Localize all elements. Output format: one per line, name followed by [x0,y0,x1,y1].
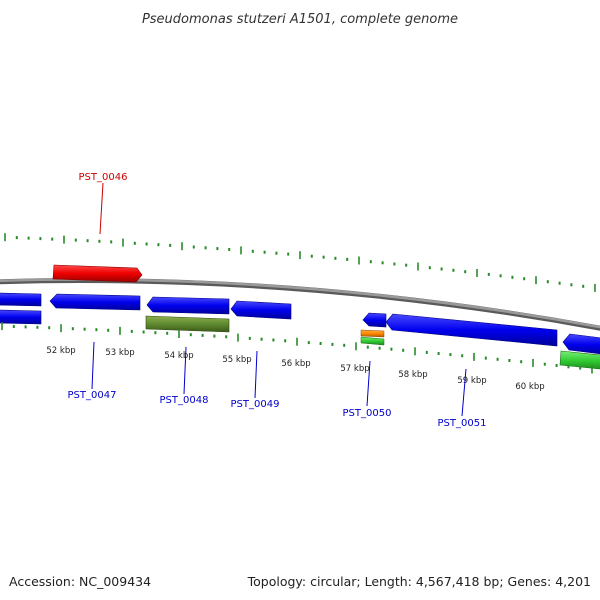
gene-pst-0050[interactable] [362,312,387,328]
gene-right-edge[interactable] [562,333,600,355]
gene-pst-0046[interactable] [52,264,143,283]
scale-label-54kbp: 54 kbp [164,351,193,361]
gene-label-pst-0048[interactable]: PST_0048 [160,395,209,406]
gene-pst-0047[interactable] [49,293,141,311]
genome-summary-text: Topology: circular; Length: 4,567,418 bp… [247,574,591,589]
leader-pst-0048 [183,346,187,395]
gene-label-pst-0051[interactable]: PST_0051 [438,418,487,429]
accession-text: Accession: NC_009434 [9,574,151,589]
outer-scale-ticks [4,233,596,292]
gene-left-edge-upper[interactable] [0,292,42,307]
scale-label-53kbp: 53 kbp [105,348,134,358]
rna-feature-green[interactable] [360,336,385,346]
scale-label-56kbp: 56 kbp [281,359,310,369]
gene-label-pst-0047[interactable]: PST_0047 [68,390,117,401]
gene-pst-0049[interactable] [230,300,292,320]
gene-label-pst-0050[interactable]: PST_0050 [343,408,392,419]
scale-label-60kbp: 60 kbp [515,382,544,392]
scale-label-55kbp: 55 kbp [222,355,251,365]
leader-pst-0050 [366,360,371,407]
gene-pst-0048[interactable] [146,296,230,315]
leader-pst-0051 [461,368,467,417]
rna-feature-green-right[interactable] [559,350,600,370]
scale-label-52kbp: 52 kbp [46,346,75,356]
gene-label-pst-0046[interactable]: PST_0046 [79,172,128,183]
scale-label-59kbp: 59 kbp [457,376,486,386]
gene-left-edge-lower[interactable] [0,309,42,325]
leader-pst-0047 [91,341,95,390]
inner-scale-ticks [1,322,593,374]
gene-pst-0051[interactable] [385,313,558,347]
leader-pst-0049 [254,350,258,399]
leader-pst-0046 [99,182,104,235]
genome-title: Pseudomonas stutzeri A1501, complete gen… [142,12,458,27]
scale-label-57kbp: 57 kbp [340,364,369,374]
rna-feature-orange[interactable] [360,329,385,338]
gene-label-pst-0049[interactable]: PST_0049 [231,399,280,410]
rna-feature-olive[interactable] [145,315,230,333]
scale-label-58kbp: 58 kbp [398,370,427,380]
